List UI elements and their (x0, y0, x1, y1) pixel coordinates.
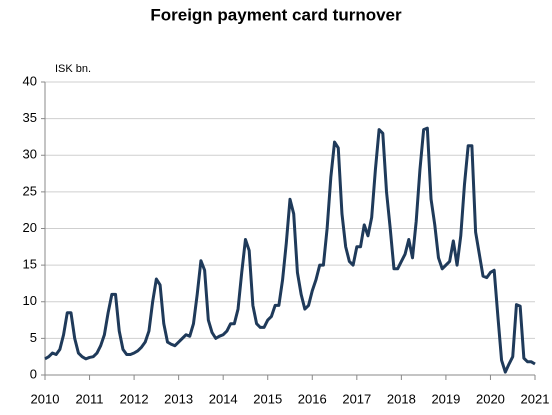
data-line (44, 126, 536, 374)
x-tick-label: 2015 (253, 391, 282, 406)
y-tick-label: 10 (23, 293, 37, 308)
y-tick-label: 35 (23, 110, 37, 125)
x-tick-label: 2013 (164, 391, 193, 406)
x-tick-label: 2021 (521, 391, 550, 406)
x-tick-label: 2016 (298, 391, 327, 406)
x-tick-label: 2010 (31, 391, 60, 406)
x-tick-label: 2014 (209, 391, 238, 406)
y-tick-label: 5 (30, 330, 37, 345)
y-tick-label: 20 (23, 220, 37, 235)
y-tick-label: 30 (23, 147, 37, 162)
y-tick-label: 15 (23, 257, 37, 272)
y-axis-label: ISK bn. (55, 63, 91, 75)
x-tick-label: 2017 (342, 391, 371, 406)
x-tick-label: 2011 (76, 391, 104, 406)
x-tick-label: 2020 (476, 391, 505, 406)
chart-title: Foreign payment card turnover (150, 5, 402, 24)
x-tick-label: 2012 (120, 391, 149, 406)
x-tick-label: 2019 (431, 391, 460, 406)
x-tick-label: 2018 (387, 391, 416, 406)
y-tick-label: 25 (23, 183, 37, 198)
y-tick-label: 40 (23, 73, 37, 88)
y-tick-label: 0 (30, 366, 37, 381)
